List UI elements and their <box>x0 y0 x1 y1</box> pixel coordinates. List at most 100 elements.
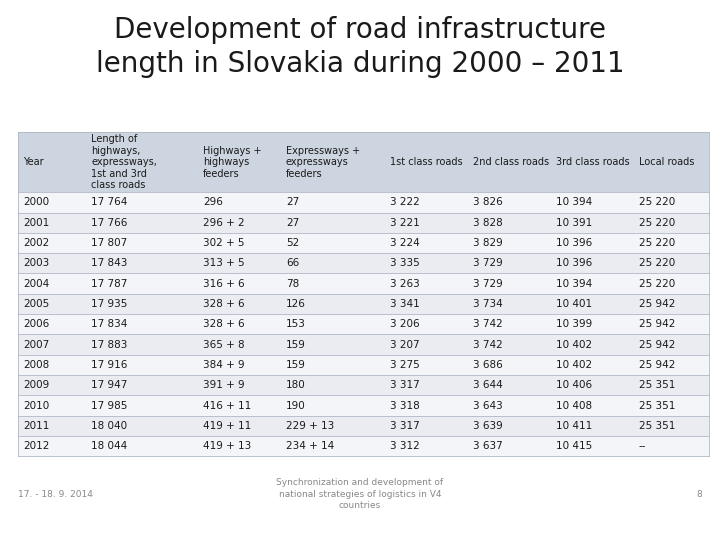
Text: 159: 159 <box>286 360 306 370</box>
Text: 2001: 2001 <box>23 218 49 228</box>
Text: 17 883: 17 883 <box>91 340 128 349</box>
Text: 10 394: 10 394 <box>556 279 592 289</box>
Text: 3 644: 3 644 <box>473 380 503 390</box>
Text: Expressways +
expressways
feeders: Expressways + expressways feeders <box>286 146 360 179</box>
Text: 2011: 2011 <box>23 421 50 431</box>
Text: 3 207: 3 207 <box>390 340 420 349</box>
Text: Development of road infrastructure
length in Slovakia during 2000 – 2011: Development of road infrastructure lengt… <box>96 16 624 78</box>
Text: 296: 296 <box>203 198 223 207</box>
Text: 159: 159 <box>286 340 306 349</box>
Text: 3 221: 3 221 <box>390 218 420 228</box>
Text: 10 402: 10 402 <box>556 360 592 370</box>
Text: 3 637: 3 637 <box>473 441 503 451</box>
Text: 8: 8 <box>696 490 702 498</box>
Text: 17. - 18. 9. 2014: 17. - 18. 9. 2014 <box>18 490 93 498</box>
Text: 25 220: 25 220 <box>639 198 675 207</box>
Text: 10 401: 10 401 <box>556 299 592 309</box>
Text: 190: 190 <box>286 401 305 410</box>
Text: 3 686: 3 686 <box>473 360 503 370</box>
Text: Length of
highways,
expressways,
1st and 3rd
class roads: Length of highways, expressways, 1st and… <box>91 134 157 191</box>
Text: 25 942: 25 942 <box>639 299 675 309</box>
Text: 2005: 2005 <box>23 299 49 309</box>
Text: 2000: 2000 <box>23 198 49 207</box>
Text: 3 317: 3 317 <box>390 421 420 431</box>
Text: Synchronization and development of
national strategies of logistics in V4
countr: Synchronization and development of natio… <box>276 478 444 510</box>
Text: 2012: 2012 <box>23 441 50 451</box>
Text: 10 408: 10 408 <box>556 401 592 410</box>
Text: 2006: 2006 <box>23 319 49 329</box>
Text: 313 + 5: 313 + 5 <box>203 258 245 268</box>
Text: 234 + 14: 234 + 14 <box>286 441 334 451</box>
Text: 2002: 2002 <box>23 238 49 248</box>
Text: 229 + 13: 229 + 13 <box>286 421 334 431</box>
Text: 3 828: 3 828 <box>473 218 503 228</box>
Text: 3 742: 3 742 <box>473 340 503 349</box>
Text: 10 399: 10 399 <box>556 319 592 329</box>
Text: 419 + 13: 419 + 13 <box>203 441 251 451</box>
Text: 3 318: 3 318 <box>390 401 420 410</box>
Text: 17 935: 17 935 <box>91 299 128 309</box>
Text: 3 639: 3 639 <box>473 421 503 431</box>
Text: 17 787: 17 787 <box>91 279 128 289</box>
Text: 10 391: 10 391 <box>556 218 592 228</box>
Text: 25 351: 25 351 <box>639 421 675 431</box>
Text: 384 + 9: 384 + 9 <box>203 360 245 370</box>
Text: 25 220: 25 220 <box>639 258 675 268</box>
Text: 2010: 2010 <box>23 401 49 410</box>
Text: 17 843: 17 843 <box>91 258 128 268</box>
Text: 3 643: 3 643 <box>473 401 503 410</box>
Text: 10 411: 10 411 <box>556 421 592 431</box>
Text: 25 351: 25 351 <box>639 401 675 410</box>
Text: 52: 52 <box>286 238 299 248</box>
Text: 3rd class roads: 3rd class roads <box>556 157 629 167</box>
Text: 3 222: 3 222 <box>390 198 420 207</box>
Text: 17 916: 17 916 <box>91 360 128 370</box>
Text: 25 942: 25 942 <box>639 360 675 370</box>
Text: 328 + 6: 328 + 6 <box>203 319 245 329</box>
Text: 328 + 6: 328 + 6 <box>203 299 245 309</box>
Text: 419 + 11: 419 + 11 <box>203 421 251 431</box>
Text: 296 + 2: 296 + 2 <box>203 218 245 228</box>
Text: 66: 66 <box>286 258 299 268</box>
Text: 416 + 11: 416 + 11 <box>203 401 251 410</box>
Text: 25 220: 25 220 <box>639 238 675 248</box>
Text: 2008: 2008 <box>23 360 49 370</box>
Text: 3 263: 3 263 <box>390 279 420 289</box>
Text: 18 044: 18 044 <box>91 441 127 451</box>
Text: 3 206: 3 206 <box>390 319 420 329</box>
Text: 27: 27 <box>286 218 299 228</box>
Text: 3 317: 3 317 <box>390 380 420 390</box>
Text: 25 220: 25 220 <box>639 279 675 289</box>
Text: 10 415: 10 415 <box>556 441 592 451</box>
Text: 3 335: 3 335 <box>390 258 420 268</box>
Text: 3 742: 3 742 <box>473 319 503 329</box>
Text: 3 341: 3 341 <box>390 299 420 309</box>
Text: 3 729: 3 729 <box>473 258 503 268</box>
Text: 3 224: 3 224 <box>390 238 420 248</box>
Text: 153: 153 <box>286 319 306 329</box>
Text: 18 040: 18 040 <box>91 421 127 431</box>
Text: 3 829: 3 829 <box>473 238 503 248</box>
Text: Highways +
highways
feeders: Highways + highways feeders <box>203 146 261 179</box>
Text: 17 947: 17 947 <box>91 380 128 390</box>
Text: 302 + 5: 302 + 5 <box>203 238 245 248</box>
Text: 3 826: 3 826 <box>473 198 503 207</box>
Text: 25 351: 25 351 <box>639 380 675 390</box>
Text: 17 834: 17 834 <box>91 319 128 329</box>
Text: 3 312: 3 312 <box>390 441 420 451</box>
Text: 3 734: 3 734 <box>473 299 503 309</box>
Text: 316 + 6: 316 + 6 <box>203 279 245 289</box>
Text: 126: 126 <box>286 299 306 309</box>
Text: 391 + 9: 391 + 9 <box>203 380 245 390</box>
Text: 10 406: 10 406 <box>556 380 592 390</box>
Text: --: -- <box>639 441 646 451</box>
Text: 1st class roads: 1st class roads <box>390 157 463 167</box>
Text: 2003: 2003 <box>23 258 49 268</box>
Text: 10 396: 10 396 <box>556 258 592 268</box>
Text: 2007: 2007 <box>23 340 49 349</box>
Text: 17 766: 17 766 <box>91 218 128 228</box>
Text: 365 + 8: 365 + 8 <box>203 340 245 349</box>
Text: 2nd class roads: 2nd class roads <box>473 157 549 167</box>
Text: 2004: 2004 <box>23 279 49 289</box>
Text: 180: 180 <box>286 380 305 390</box>
